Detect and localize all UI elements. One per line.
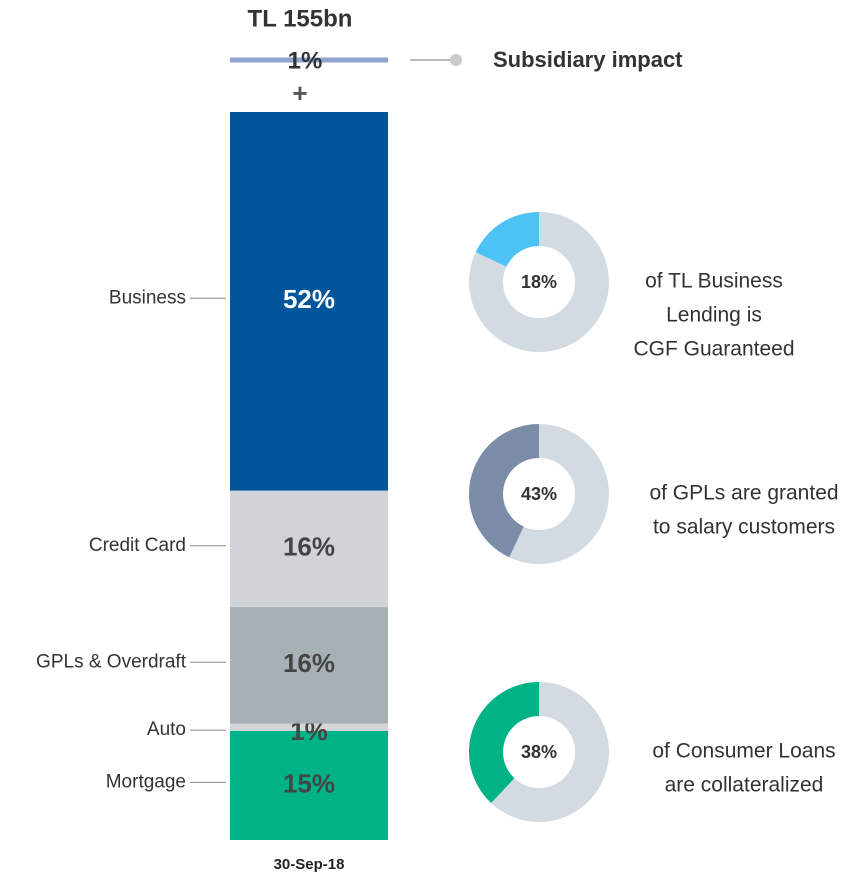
value-label: 16% [283,532,335,562]
bar-segment [230,730,388,840]
x-tick-label: 30-Sep-18 [274,856,345,873]
bar-segment [230,607,388,724]
category-label: Mortgage [106,771,186,792]
value-label: 15% [283,768,335,798]
donut-segment [468,682,539,804]
category-label: Auto [147,719,186,740]
subsidiary-value: 1% [288,47,323,74]
value-label: 52% [283,284,335,314]
category-label: Business [109,287,186,308]
legend-dot [450,54,462,66]
bar-segment [230,723,388,731]
plus-sign: + [292,78,307,108]
chart-title: TL 155bn [248,5,353,32]
bar-segment [230,112,388,491]
donut-segment [468,424,539,558]
donut-caption: of GPLs are granted [649,482,838,505]
category-label: Credit Card [89,535,186,556]
donut-caption: to salary customers [653,516,835,539]
donut-caption: are collateralized [665,774,824,797]
donut-caption: of TL Business [645,270,783,293]
donut-value: 43% [521,484,557,504]
legend-label: Subsidiary impact [493,47,683,72]
donut-segment [475,212,539,267]
subsidiary-bar [230,57,388,63]
donut-caption: CGF Guaranteed [633,338,794,361]
bar-segment [230,490,388,608]
value-label: 16% [283,648,335,678]
donut-value: 38% [521,742,557,762]
donut-caption: of Consumer Loans [652,740,835,763]
donut-value: 18% [521,272,557,292]
category-label: GPLs & Overdraft [36,651,187,672]
donut-caption: Lending is [666,304,762,327]
